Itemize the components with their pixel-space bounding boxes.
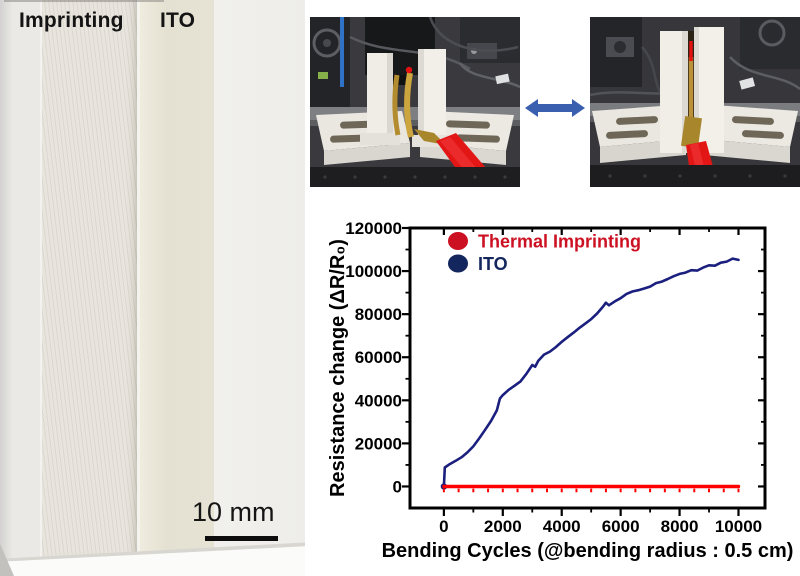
svg-text:80000: 80000: [355, 305, 402, 324]
imprinting-label: Imprinting: [19, 9, 124, 32]
y-axis-label: Resistance change (ΔR/R₀): [327, 239, 349, 497]
svg-text:10000: 10000: [715, 517, 762, 536]
double-arrow-icon: [525, 99, 585, 117]
chart-series-thermal-imprinting: [442, 484, 741, 493]
chart-ticks: [402, 226, 765, 516]
clamp-blocks: [360, 49, 454, 147]
film-top-edge: [4, 0, 164, 2]
svg-text:2000: 2000: [484, 517, 522, 536]
chart-axis-labels: Bending Cycles (@bending radius : 0.5 cm…: [327, 239, 793, 562]
chart-x-tick-labels: 0 2000 4000 6000 8000 10000: [439, 517, 762, 536]
photo-left-edge-shading: [0, 0, 12, 576]
scale-bar-label: 10 mm: [192, 497, 275, 527]
svg-text:120000: 120000: [345, 219, 402, 238]
svg-text:6000: 6000: [602, 517, 640, 536]
bending-tester-released-photo: [310, 17, 520, 187]
lab-background: [310, 17, 520, 126]
svg-text:20000: 20000: [355, 434, 402, 453]
scale-bar: [205, 536, 278, 541]
svg-text:60000: 60000: [355, 348, 402, 367]
chart-axis-box: [408, 226, 767, 510]
svg-text:4000: 4000: [543, 517, 581, 536]
background-paper: [214, 0, 305, 576]
film-sample-flat: [392, 66, 414, 138]
svg-text:0: 0: [393, 477, 402, 496]
svg-text:40000: 40000: [355, 391, 402, 410]
legend-label-ito: ITO: [478, 254, 508, 274]
legend-marker-thermal-imprinting: [448, 232, 468, 250]
bending-tester-bent-photo: [590, 17, 800, 187]
legend-label-thermal-imprinting: Thermal Imprinting: [478, 232, 641, 252]
optical-table: [310, 167, 520, 187]
svg-text:100000: 100000: [345, 262, 402, 281]
resistance-chart: 0 2000 4000 6000 8000 10000020000400006000080…: [327, 219, 793, 562]
imprinting-film-strip: [40, 0, 137, 576]
svg-text:8000: 8000: [661, 517, 699, 536]
chart-y-tick-labels: 0 20000 40000 60000 80000 100000 120000: [345, 219, 402, 496]
ito-film-strip: [137, 0, 217, 576]
film-samples-photo: Imprinting ITO 10 mm: [0, 0, 305, 576]
optical-table: [590, 165, 800, 187]
legend-marker-ito: [448, 254, 468, 273]
svg-text:0: 0: [439, 517, 448, 536]
chart-series-ito: [440, 257, 740, 490]
ito-label: ITO: [160, 9, 196, 32]
x-axis-label: Bending Cycles (@bending radius : 0.5 cm…: [382, 540, 794, 562]
